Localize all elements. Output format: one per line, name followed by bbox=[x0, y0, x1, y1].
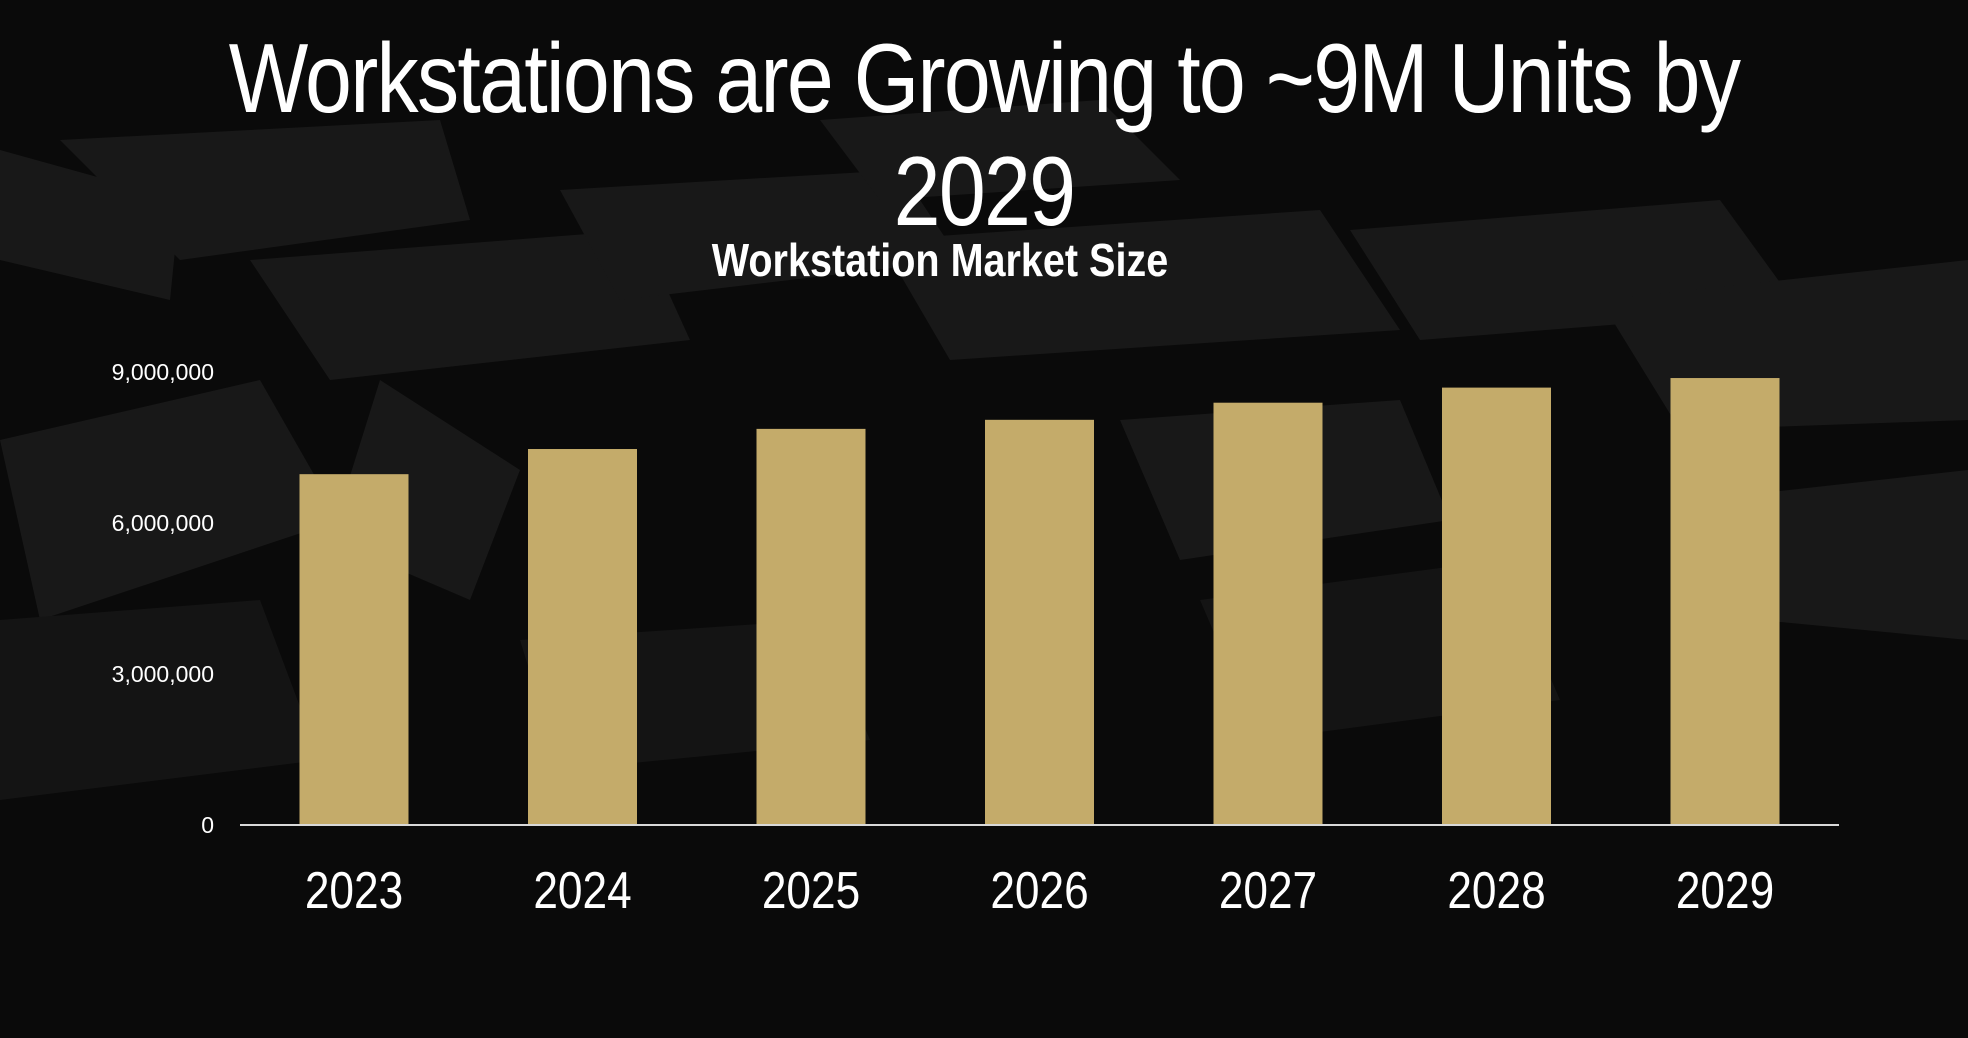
y-tick-label: 6,000,000 bbox=[112, 510, 214, 536]
x-tick-label: 2029 bbox=[1676, 862, 1774, 920]
y-tick-label: 3,000,000 bbox=[112, 661, 214, 687]
bar-2025 bbox=[756, 428, 866, 825]
x-tick-label: 2025 bbox=[762, 862, 860, 920]
bar-2028 bbox=[1442, 387, 1551, 825]
y-tick-label: 0 bbox=[201, 812, 214, 838]
x-tick-label: 2023 bbox=[305, 862, 403, 920]
bar-2026 bbox=[985, 419, 1094, 825]
x-tick-label: 2026 bbox=[990, 862, 1088, 920]
bar-2027 bbox=[1213, 402, 1323, 825]
x-tick-label: 2028 bbox=[1447, 862, 1545, 920]
x-tick-label: 2027 bbox=[1219, 862, 1317, 920]
bar-2029 bbox=[1670, 378, 1780, 825]
slide-title: Workstations are Growing to ~9M Units by… bbox=[228, 23, 1741, 246]
y-tick-label: 9,000,000 bbox=[112, 359, 214, 385]
x-tick-label: 2024 bbox=[533, 862, 631, 920]
bar-2023 bbox=[299, 474, 409, 825]
bar-2024 bbox=[528, 449, 637, 825]
chart-title: Workstation Market Size bbox=[712, 235, 1168, 286]
